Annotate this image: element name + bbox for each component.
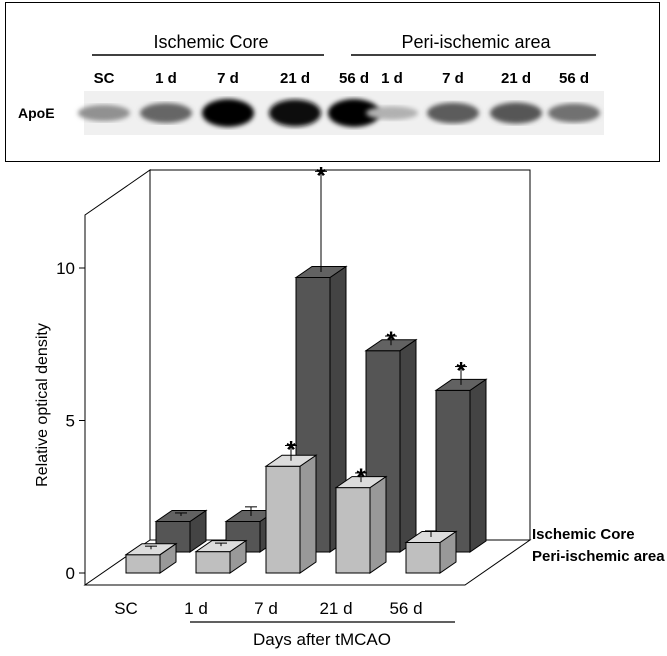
bar-front xyxy=(435,389,471,553)
significance-marker: * xyxy=(286,437,296,464)
blot-band-label: ApoE xyxy=(18,105,55,121)
blot-band xyxy=(490,102,542,124)
blot-band xyxy=(548,103,600,123)
chart-left-wall xyxy=(84,169,151,585)
blot-lane-label: 56 d xyxy=(559,70,589,87)
significance-marker: * xyxy=(356,464,366,491)
blot-lane-label: 7 d xyxy=(442,70,464,87)
blot-lane-label: 21 d xyxy=(501,70,531,87)
blot-band xyxy=(366,106,418,120)
blot-lane-label: 7 d xyxy=(217,70,239,87)
bar-front xyxy=(335,487,371,574)
y-axis-tick-label: 10 xyxy=(56,259,75,278)
significance-marker: * xyxy=(456,358,466,385)
blot-band xyxy=(202,99,254,127)
blot-lane-label: 21 d xyxy=(280,70,310,87)
blot-band xyxy=(78,104,130,122)
blot-lane-label: 1 d xyxy=(381,70,403,87)
bar-side xyxy=(369,475,387,574)
blot-band xyxy=(269,99,321,127)
western-blot-image: Ischemic Core Peri-ischemic area SC 1 d 7 d 2… xyxy=(18,32,604,135)
x-axis-tick-label: SC xyxy=(114,599,138,618)
bar-front xyxy=(195,551,231,574)
bar-front xyxy=(265,465,301,574)
x-axis-tick-label: 1 d xyxy=(184,599,208,618)
y-axis-label: Relative optical density xyxy=(34,323,51,487)
significance-marker: * xyxy=(386,327,396,354)
bar-side xyxy=(399,338,417,553)
significance-marker: * xyxy=(316,162,326,189)
x-axis-label: Days after tMCAO xyxy=(253,630,391,649)
western-blot-panel: Ischemic Core Peri-ischemic area SC 1 d 7 d 2… xyxy=(5,2,660,162)
y-axis-tick-label: 5 xyxy=(66,412,75,431)
blot-lane-label: 1 d xyxy=(155,70,177,87)
blot-band xyxy=(427,102,479,124)
legend-label: Ischemic Core xyxy=(532,526,635,543)
bar-side xyxy=(469,378,487,553)
blot-group-label: Peri-ischemic area xyxy=(401,32,551,52)
x-axis-tick-label: 21 d xyxy=(319,599,352,618)
blot-group-label: Ischemic Core xyxy=(153,32,268,52)
y-axis-tick-label: 0 xyxy=(66,564,75,583)
blot-band xyxy=(140,103,192,123)
bar-front xyxy=(405,542,441,574)
blot-band xyxy=(328,99,380,127)
bar-side xyxy=(299,454,317,574)
legend-label: Peri-ischemic area xyxy=(532,548,665,565)
blot-lane-label: SC xyxy=(94,70,115,87)
x-axis-tick-label: 7 d xyxy=(254,599,278,618)
blot-lane-label: 56 d xyxy=(339,70,369,87)
x-axis-tick-label: 56 d xyxy=(389,599,422,618)
bar-front xyxy=(125,554,161,574)
